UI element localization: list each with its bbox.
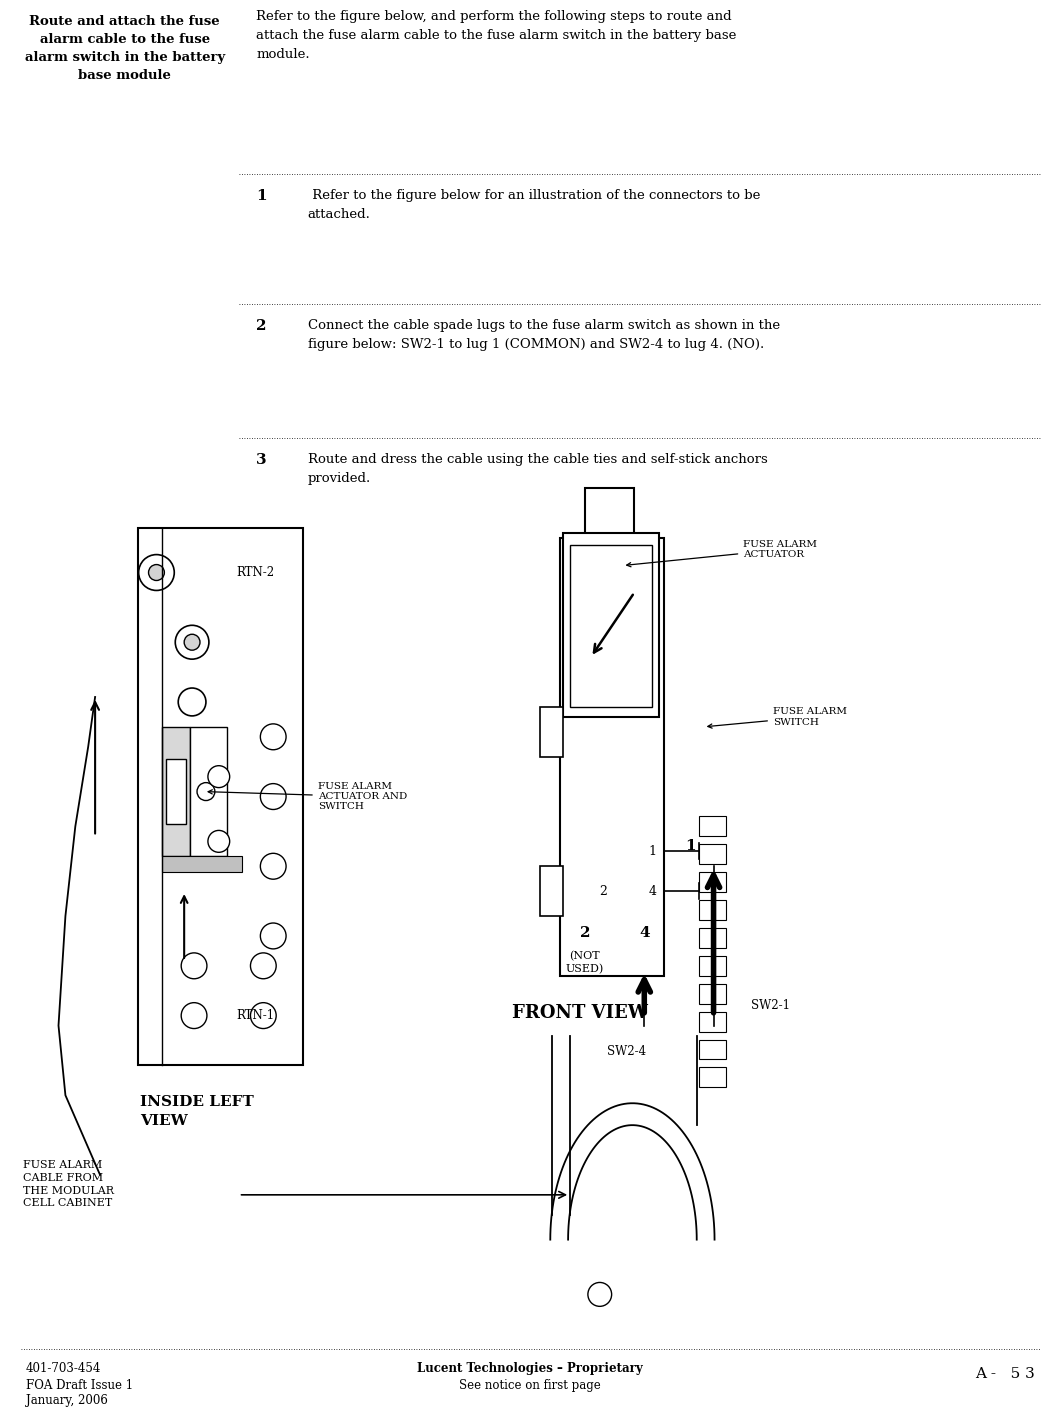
Bar xyxy=(190,727,227,857)
Text: Route and dress the cable using the cable ties and self-stick anchors
provided.: Route and dress the cable using the cabl… xyxy=(307,454,768,485)
Circle shape xyxy=(138,555,174,590)
Bar xyxy=(560,538,664,976)
Circle shape xyxy=(260,923,286,948)
Text: Connect the cable spade lugs to the fuse alarm switch as shown in the
figure bel: Connect the cable spade lugs to the fuse… xyxy=(307,318,780,351)
Bar xyxy=(699,955,726,976)
Bar xyxy=(167,759,186,824)
Circle shape xyxy=(185,634,200,650)
Text: 4: 4 xyxy=(639,926,649,940)
Text: January, 2006: January, 2006 xyxy=(26,1394,108,1408)
Text: 2: 2 xyxy=(599,885,606,898)
Circle shape xyxy=(260,724,286,750)
Text: (NOT
USED): (NOT USED) xyxy=(565,951,604,974)
Text: 401-703-454: 401-703-454 xyxy=(26,1363,101,1375)
Text: 1: 1 xyxy=(685,840,695,854)
Bar xyxy=(699,844,726,864)
Bar xyxy=(699,983,726,1003)
Circle shape xyxy=(587,1282,612,1306)
Bar xyxy=(137,528,303,1065)
Text: SW2-4: SW2-4 xyxy=(607,1045,646,1058)
Text: Refer to the figure below for an illustration of the connectors to be
attached.: Refer to the figure below for an illustr… xyxy=(307,189,761,221)
Text: 2: 2 xyxy=(256,318,266,333)
Circle shape xyxy=(178,688,206,716)
Text: RTN-1: RTN-1 xyxy=(237,1009,275,1022)
Bar xyxy=(585,488,635,542)
Circle shape xyxy=(260,783,286,810)
Bar xyxy=(540,867,563,916)
Bar xyxy=(570,545,652,707)
Circle shape xyxy=(251,952,276,979)
Text: 4: 4 xyxy=(648,885,657,898)
Bar xyxy=(699,872,726,892)
Circle shape xyxy=(149,565,165,581)
Circle shape xyxy=(251,1003,276,1029)
Text: FUSE ALARM
CABLE FROM
THE MODULAR
CELL CABINET: FUSE ALARM CABLE FROM THE MODULAR CELL C… xyxy=(23,1160,114,1209)
Text: 1: 1 xyxy=(648,845,657,858)
Bar xyxy=(699,1012,726,1031)
Text: RTN-2: RTN-2 xyxy=(237,566,275,579)
Bar xyxy=(699,1040,726,1060)
Text: INSIDE LEFT
VIEW: INSIDE LEFT VIEW xyxy=(140,1095,254,1127)
Text: 3: 3 xyxy=(256,454,267,466)
Circle shape xyxy=(208,830,230,852)
Bar xyxy=(163,727,190,857)
Bar xyxy=(563,533,659,717)
Text: Refer to the figure below, and perform the following steps to route and
attach t: Refer to the figure below, and perform t… xyxy=(256,10,736,61)
Text: Route and attach the fuse
alarm cable to the fuse
alarm switch in the battery
ba: Route and attach the fuse alarm cable to… xyxy=(25,15,224,82)
Circle shape xyxy=(181,952,207,979)
Text: Lucent Technologies – Proprietary: Lucent Technologies – Proprietary xyxy=(416,1363,642,1375)
Text: See notice on first page: See notice on first page xyxy=(458,1379,600,1392)
Text: FUSE ALARM
ACTUATOR AND
SWITCH: FUSE ALARM ACTUATOR AND SWITCH xyxy=(208,782,407,812)
Text: FOA Draft Issue 1: FOA Draft Issue 1 xyxy=(26,1379,133,1392)
Bar xyxy=(699,900,726,920)
Bar xyxy=(699,816,726,837)
Circle shape xyxy=(181,1003,207,1029)
Circle shape xyxy=(208,765,230,788)
Circle shape xyxy=(197,782,215,800)
Text: 2: 2 xyxy=(580,926,591,940)
Text: A -   5 3: A - 5 3 xyxy=(976,1367,1035,1381)
Text: FUSE ALARM
SWITCH: FUSE ALARM SWITCH xyxy=(708,707,847,728)
Text: FUSE ALARM
ACTUATOR: FUSE ALARM ACTUATOR xyxy=(626,540,817,566)
Bar xyxy=(540,707,563,757)
Bar xyxy=(163,857,241,872)
Text: FRONT VIEW: FRONT VIEW xyxy=(512,1003,648,1022)
Circle shape xyxy=(260,854,286,879)
Text: 1: 1 xyxy=(256,189,267,203)
Text: SW2-1: SW2-1 xyxy=(751,999,790,1012)
Circle shape xyxy=(175,626,209,659)
Bar xyxy=(699,929,726,948)
Bar xyxy=(699,1068,726,1088)
